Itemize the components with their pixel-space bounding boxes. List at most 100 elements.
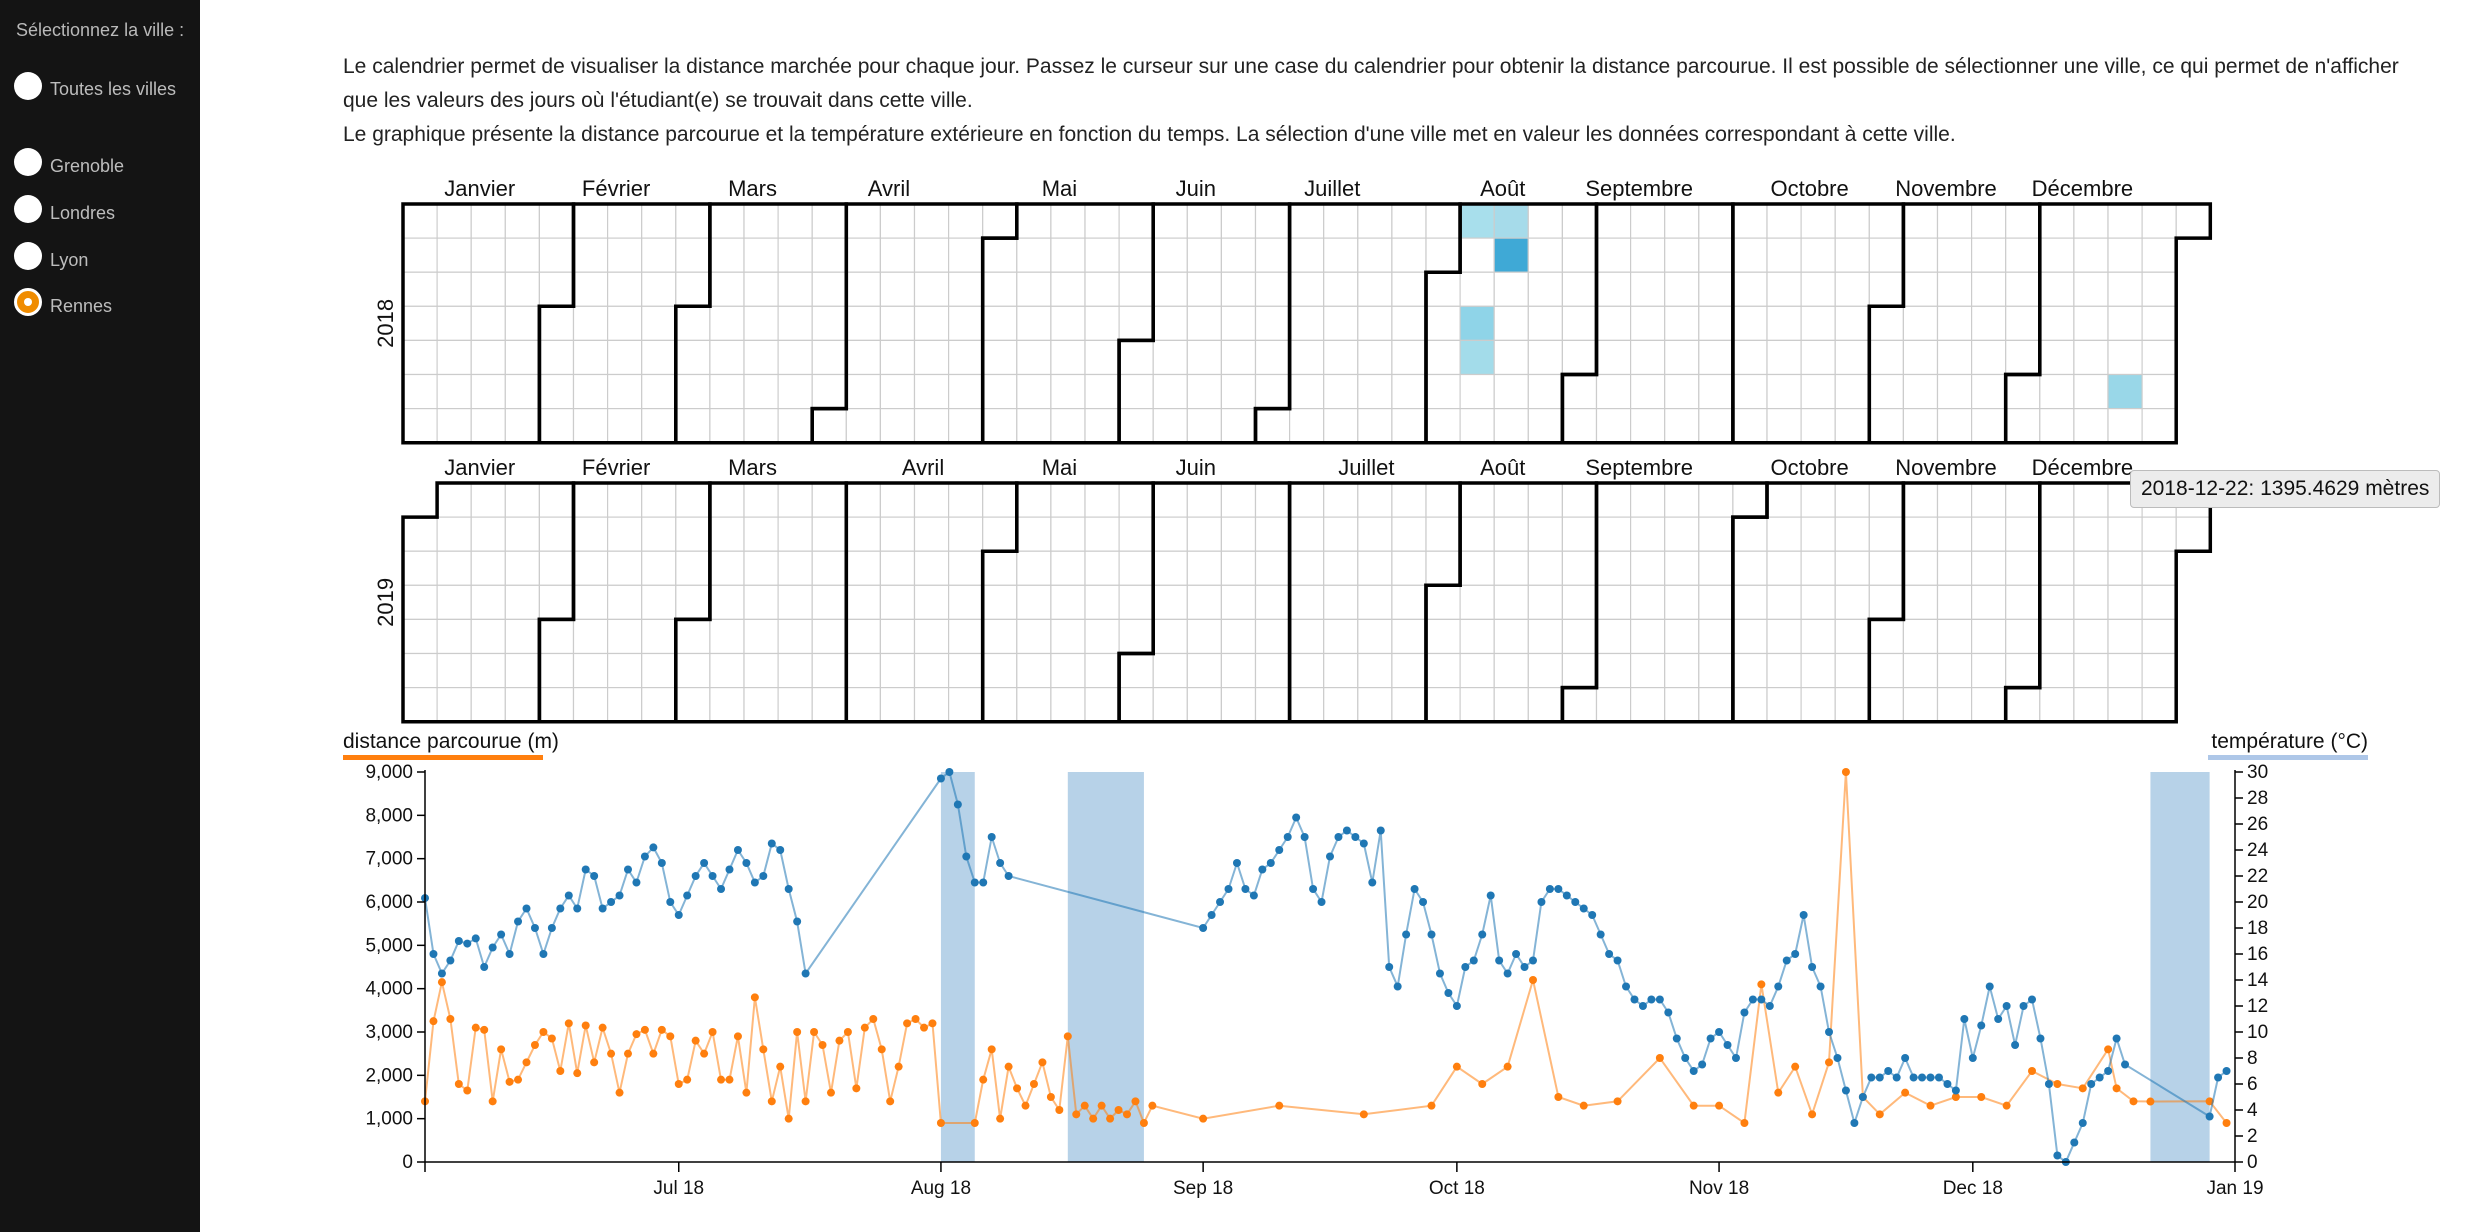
calendar-day[interactable] — [402, 550, 438, 586]
calendar-day[interactable] — [947, 408, 984, 444]
calendar-day[interactable] — [1732, 373, 1768, 410]
calendar-day[interactable] — [436, 305, 472, 341]
calendar-day[interactable] — [538, 652, 575, 689]
calendar-day[interactable] — [1629, 482, 1666, 518]
calendar-day[interactable] — [606, 652, 643, 689]
calendar-day[interactable] — [1664, 339, 1700, 376]
calendar-day[interactable] — [1050, 305, 1086, 341]
calendar-day[interactable] — [2073, 652, 2109, 689]
calendar-day[interactable] — [1970, 408, 2007, 444]
calendar-day[interactable] — [1391, 203, 1427, 239]
calendar-day[interactable] — [402, 203, 438, 239]
calendar-day[interactable] — [1050, 408, 1086, 444]
calendar-day[interactable] — [1391, 373, 1427, 410]
calendar-day[interactable] — [1323, 271, 1359, 307]
calendar-day[interactable] — [1050, 271, 1086, 307]
radio-button[interactable] — [14, 148, 42, 176]
calendar-day[interactable] — [1220, 618, 1257, 655]
calendar-day[interactable] — [1357, 652, 1393, 689]
calendar-day[interactable] — [1561, 686, 1598, 723]
calendar-day[interactable] — [1834, 203, 1870, 239]
calendar-day[interactable] — [982, 686, 1018, 723]
calendar-day[interactable] — [1118, 550, 1154, 586]
calendar-day[interactable] — [1936, 482, 1973, 518]
calendar-day[interactable] — [675, 339, 711, 376]
calendar-day[interactable] — [2141, 305, 2177, 341]
calendar-day[interactable] — [1834, 686, 1870, 723]
calendar-day[interactable] — [2039, 584, 2075, 620]
calendar-day[interactable] — [402, 408, 438, 444]
calendar-day[interactable] — [1527, 584, 1564, 620]
calendar-day[interactable] — [1425, 482, 1461, 518]
calendar-day[interactable] — [1050, 652, 1086, 689]
calendar-day[interactable] — [743, 408, 779, 444]
calendar-day[interactable] — [1766, 618, 1802, 655]
calendar-day[interactable] — [641, 408, 677, 444]
calendar-day[interactable] — [1016, 373, 1052, 410]
calendar-day[interactable] — [811, 305, 847, 341]
calendar-day[interactable] — [1118, 237, 1154, 273]
calendar-day[interactable] — [1629, 271, 1666, 307]
calendar-day[interactable] — [572, 408, 609, 444]
calendar-day[interactable] — [777, 271, 813, 307]
calendar-day[interactable] — [1902, 408, 1939, 444]
calendar-day[interactable] — [606, 686, 643, 723]
calendar-day[interactable] — [1868, 203, 1905, 239]
calendar-day[interactable] — [1936, 550, 1973, 586]
calendar-day[interactable] — [470, 408, 506, 444]
calendar-day[interactable] — [1664, 408, 1700, 444]
calendar-day[interactable] — [1186, 373, 1223, 410]
calendar-day[interactable] — [538, 271, 575, 307]
calendar-day[interactable] — [1118, 305, 1154, 341]
calendar-day[interactable] — [982, 584, 1018, 620]
calendar-day[interactable] — [1561, 339, 1598, 376]
calendar-day[interactable] — [641, 482, 677, 518]
calendar-day[interactable] — [743, 237, 779, 273]
calendar-day[interactable] — [1084, 550, 1120, 586]
calendar-day[interactable] — [947, 584, 984, 620]
calendar-day[interactable] — [1664, 373, 1700, 410]
calendar-day[interactable] — [845, 271, 881, 307]
calendar-day[interactable] — [1357, 482, 1393, 518]
calendar-day[interactable] — [1698, 618, 1734, 655]
calendar-day[interactable] — [2073, 339, 2109, 376]
calendar-day[interactable] — [1288, 550, 1325, 586]
calendar-day[interactable] — [1970, 584, 2007, 620]
calendar-day[interactable] — [1254, 516, 1291, 552]
calendar-day[interactable] — [1016, 482, 1052, 518]
calendar-day[interactable] — [1118, 408, 1154, 444]
calendar-day[interactable] — [879, 584, 916, 620]
calendar-day[interactable] — [1732, 271, 1768, 307]
calendar-day[interactable] — [606, 618, 643, 655]
calendar-day[interactable] — [1561, 203, 1598, 239]
calendar-day[interactable] — [913, 686, 950, 723]
calendar-day[interactable] — [1936, 339, 1973, 376]
calendar-day[interactable] — [1800, 482, 1836, 518]
calendar-day[interactable] — [709, 482, 745, 518]
calendar-day[interactable] — [1084, 686, 1120, 723]
calendar-day[interactable] — [436, 584, 472, 620]
calendar-day[interactable] — [1391, 339, 1427, 376]
calendar-day[interactable] — [1050, 584, 1086, 620]
calendar-day[interactable] — [1595, 408, 1632, 444]
calendar-day[interactable] — [1664, 305, 1700, 341]
calendar-day[interactable] — [504, 686, 540, 723]
calendar-day[interactable] — [504, 408, 540, 444]
calendar-day[interactable] — [1084, 373, 1120, 410]
calendar-day[interactable] — [1664, 237, 1700, 273]
calendar-day[interactable] — [1425, 271, 1461, 307]
calendar-day[interactable] — [709, 305, 745, 341]
calendar-day[interactable] — [1834, 516, 1870, 552]
calendar-day[interactable] — [504, 373, 540, 410]
calendar-day[interactable] — [879, 203, 916, 239]
calendar-day[interactable] — [947, 339, 984, 376]
calendar-day[interactable] — [2039, 516, 2075, 552]
calendar-day[interactable] — [1698, 373, 1734, 410]
calendar-day[interactable] — [1732, 339, 1768, 376]
calendar-day[interactable] — [1425, 584, 1461, 620]
calendar-day[interactable] — [606, 408, 643, 444]
calendar-day[interactable] — [436, 339, 472, 376]
calendar-day[interactable] — [1698, 339, 1734, 376]
calendar-day[interactable] — [504, 516, 540, 552]
calendar-day[interactable] — [606, 584, 643, 620]
